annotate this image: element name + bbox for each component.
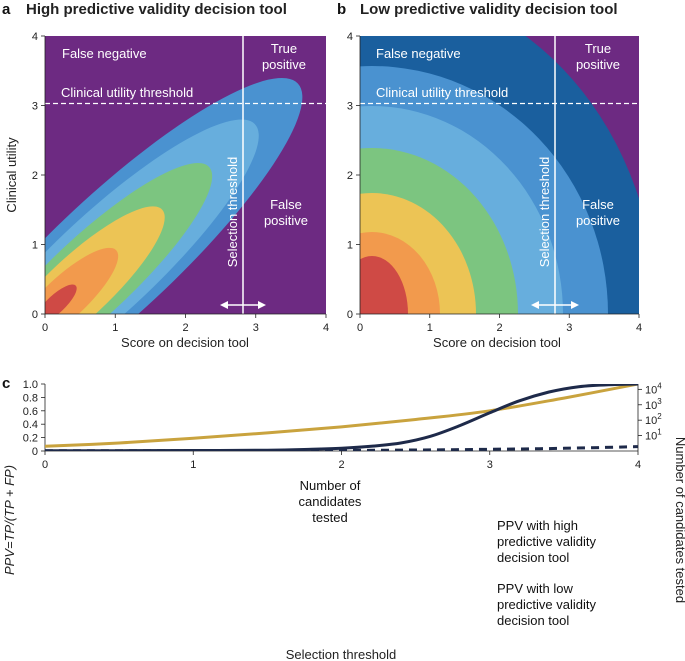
panel-c-y-tick-label: 0.4: [23, 419, 38, 431]
panel-b-x-tick-label: 1: [427, 322, 433, 334]
panel-a-true-positive-label-1: True: [271, 41, 297, 56]
panel-b-false-positive-label-1: False: [582, 197, 614, 212]
panel-a-letter: a: [2, 1, 11, 18]
panel-b-y-tick-label: 4: [347, 31, 353, 43]
panel-b-true-positive-label-1: True: [585, 41, 611, 56]
panel-a-y-tick-label: 3: [32, 101, 38, 113]
panel-b-double-arrow: [531, 301, 579, 309]
series-label-ppv-low-line-1: PPV with low: [497, 581, 573, 596]
panel-c-x-axis-label: Selection threshold: [286, 647, 397, 661]
panel-b-y-tick-label: 3: [347, 101, 353, 113]
panel-c-x-tick-label: 4: [635, 459, 641, 471]
panel-a-false-positive-label-2: positive: [264, 213, 308, 228]
panel-b-x-tick-label: 4: [636, 322, 642, 334]
panel-a-y-tick-label: 0: [32, 309, 38, 321]
panel-c-y2-tick-label: 101: [645, 428, 662, 443]
panel-b-letter: b: [337, 1, 346, 18]
panel-b-axes: 0 1 2 3 4 0 1 2 3 4: [347, 31, 642, 334]
panel-c-series: [45, 384, 638, 451]
panel-b-false-negative-label: False negative: [376, 46, 461, 61]
panel-a-true-positive-label-2: positive: [262, 57, 306, 72]
panel-a-axes: 0 1 2 3 4 0 1 2 3 4: [32, 31, 329, 334]
panel-a: a High predictive validity decision tool…: [2, 1, 329, 350]
panel-c-y-tick-label: 1.0: [23, 379, 38, 391]
panel-c-x-tick-label: 1: [190, 459, 196, 471]
panel-c-y-tick-label: 0: [32, 446, 38, 458]
series-label-candidates-line-2: candidates: [299, 494, 362, 509]
series-label-ppv-high-line-1: PPV with high: [497, 518, 578, 533]
panel-a-x-tick-label: 2: [182, 322, 188, 334]
panel-a-contours: [45, 77, 303, 314]
panel-a-double-arrow: [220, 301, 266, 309]
panel-a-x-tick-label: 1: [112, 322, 118, 334]
panel-b-clinical-threshold-label: Clinical utility threshold: [376, 85, 508, 100]
panel-b-true-positive-label-2: positive: [576, 57, 620, 72]
series-label-candidates-line-3: tested: [312, 510, 347, 525]
series-line-ppv-low: [45, 445, 638, 451]
panel-c-y2-tick-label: 103: [645, 397, 662, 412]
series-label-ppv-high-line-2: predictive validity: [497, 534, 596, 549]
panel-a-y-axis-label: Clinical utility: [4, 137, 19, 213]
series-label-candidates-line-1: Number of: [300, 478, 361, 493]
panel-a-y-tick-label: 4: [32, 31, 38, 43]
series-line-candidates-tested: [45, 384, 638, 448]
series-label-ppv-low-line-2: predictive validity: [497, 597, 596, 612]
panel-b-y-tick-label: 1: [347, 240, 353, 252]
panel-a-x-tick-label: 3: [253, 322, 259, 334]
panel-c-y-tick-label: 0.8: [23, 392, 38, 404]
panel-c-x-tick-label: 0: [42, 459, 48, 471]
panel-c-y2-tick-label: 104: [645, 381, 662, 396]
panel-c-letter: c: [2, 375, 10, 392]
panel-b-x-axis-label: Score on decision tool: [433, 335, 561, 350]
panel-b-y-tick-label: 2: [347, 170, 353, 182]
panel-b-contour-7: [360, 256, 408, 314]
panel-b-false-positive-label-2: positive: [576, 213, 620, 228]
panel-c-y-tick-label: 0.6: [23, 406, 38, 418]
series-label-ppv-low-line-3: decision tool: [497, 613, 569, 628]
panel-c-x-tick-label: 3: [487, 459, 493, 471]
panel-b-contours: [360, 36, 639, 314]
panel-a-x-tick-label: 0: [42, 322, 48, 334]
panel-a-clinical-threshold-label: Clinical utility threshold: [61, 85, 193, 100]
panel-a-y-tick-label: 2: [32, 170, 38, 182]
panel-b-x-tick-label: 2: [496, 322, 502, 334]
panel-c-y2-axis-label: Number of candidates tested: [673, 437, 685, 603]
panel-a-title: High predictive validity decision tool: [26, 1, 287, 18]
panel-a-false-positive-label-1: False: [270, 197, 302, 212]
panel-a-x-tick-label: 4: [323, 322, 329, 334]
panel-c-y2-tick-label: 102: [645, 412, 662, 427]
panel-c-y-tick-label: 0.2: [23, 433, 38, 445]
panel-b-title: Low predictive validity decision tool: [360, 1, 618, 18]
panel-c-y-axis-label: PPV=TP/(TP + FP): [2, 465, 17, 575]
panel-b-selection-threshold-label: Selection threshold: [537, 157, 552, 268]
panel-b-x-tick-label: 3: [566, 322, 572, 334]
panel-b-y-tick-label: 0: [347, 309, 353, 321]
panel-a-false-negative-label: False negative: [62, 46, 147, 61]
panel-a-x-axis-label: Score on decision tool: [121, 335, 249, 350]
panel-a-selection-threshold-label: Selection threshold: [225, 157, 240, 268]
panel-b: b Low predictive validity decision tool …: [337, 1, 642, 350]
panel-b-x-tick-label: 0: [357, 322, 363, 334]
panel-a-y-tick-label: 1: [32, 240, 38, 252]
series-label-ppv-high-line-3: decision tool: [497, 550, 569, 565]
panel-c-x-tick-label: 2: [338, 459, 344, 471]
